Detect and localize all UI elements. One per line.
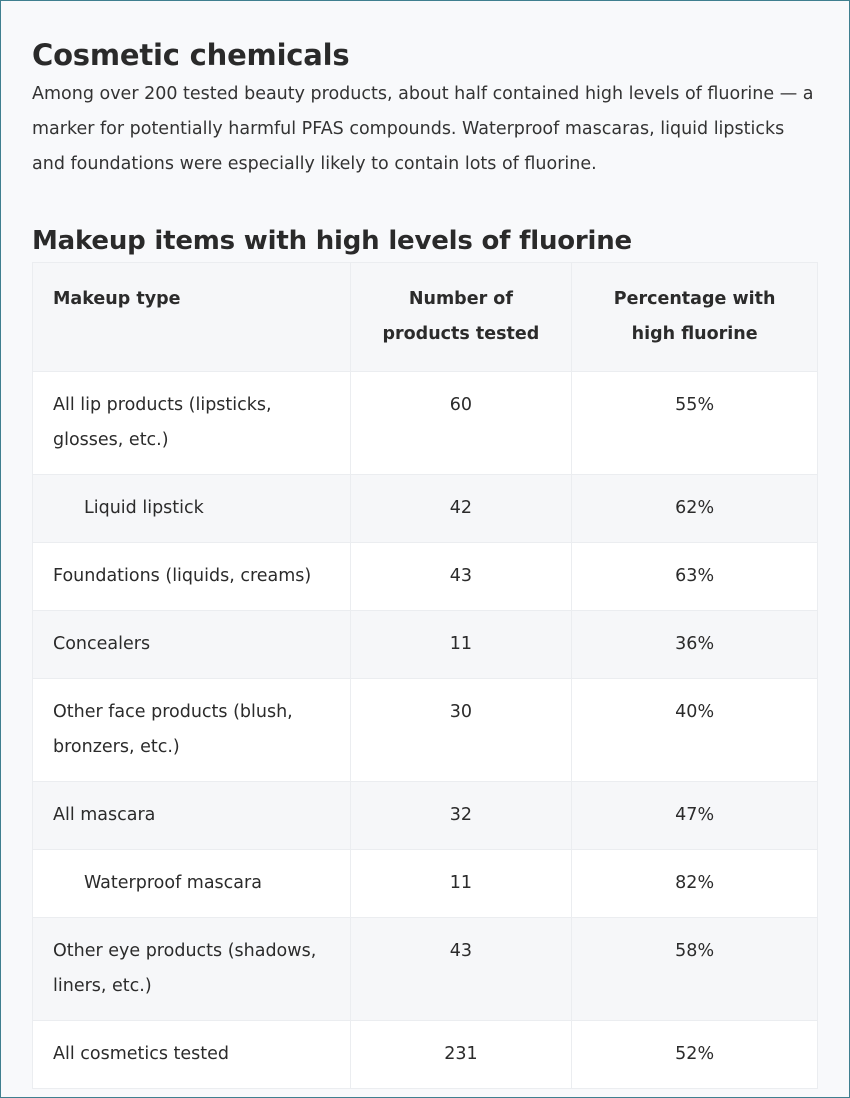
table-row: All cosmetics tested 231 52%: [32, 1020, 818, 1089]
cell-products-tested: 11: [349, 849, 573, 918]
table-row: Other face products (blush, bronzers, et…: [32, 678, 818, 782]
cell-makeup-type: Other eye products (shadows, liners, etc…: [32, 917, 351, 1021]
article-content: Cosmetic chemicals Among over 200 tested…: [32, 37, 818, 1089]
cell-percentage: 58%: [571, 917, 818, 1021]
cell-products-tested: 43: [349, 542, 573, 611]
table-row: Waterproof mascara 11 82%: [32, 849, 818, 918]
cell-products-tested: 43: [349, 917, 573, 1021]
cell-percentage: 62%: [571, 474, 818, 543]
cell-percentage: 55%: [571, 371, 818, 475]
table-row: All lip products (lipsticks, glosses, et…: [32, 371, 818, 475]
cell-percentage: 47%: [571, 781, 818, 850]
column-header-makeup-type: Makeup type: [32, 262, 351, 372]
cell-products-tested: 60: [349, 371, 573, 475]
table-row: Foundations (liquids, creams) 43 63%: [32, 542, 818, 611]
intro-paragraph: Among over 200 tested beauty products, a…: [32, 84, 814, 174]
cell-percentage: 40%: [571, 678, 818, 782]
page-title: Cosmetic chemicals: [32, 38, 350, 72]
table-row: Liquid lipstick 42 62%: [32, 474, 818, 543]
cell-makeup-type: Foundations (liquids, creams): [32, 542, 351, 611]
cell-percentage: 36%: [571, 610, 818, 679]
cell-makeup-type: Other face products (blush, bronzers, et…: [32, 678, 351, 782]
table-header-row: Makeup type Number of products tested Pe…: [32, 262, 818, 372]
column-header-percentage: Percentage with high fluorine: [571, 262, 818, 372]
cell-products-tested: 231: [349, 1020, 573, 1089]
cell-products-tested: 11: [349, 610, 573, 679]
cell-products-tested: 30: [349, 678, 573, 782]
table-title: Makeup items with high levels of fluorin…: [32, 226, 632, 256]
table-row: Concealers 11 36%: [32, 610, 818, 679]
cell-makeup-type: Concealers: [32, 610, 351, 679]
cell-percentage: 82%: [571, 849, 818, 918]
cell-makeup-type: Waterproof mascara: [32, 849, 351, 918]
cell-percentage: 63%: [571, 542, 818, 611]
cell-makeup-type: All mascara: [32, 781, 351, 850]
table-row: All mascara 32 47%: [32, 781, 818, 850]
table-row: Other eye products (shadows, liners, etc…: [32, 917, 818, 1021]
cell-makeup-type: All lip products (lipsticks, glosses, et…: [32, 371, 351, 475]
cell-products-tested: 42: [349, 474, 573, 543]
cell-percentage: 52%: [571, 1020, 818, 1089]
cell-products-tested: 32: [349, 781, 573, 850]
column-header-products-tested: Number of products tested: [349, 262, 573, 372]
table-body: All lip products (lipsticks, glosses, et…: [32, 371, 818, 1089]
cell-makeup-type: Liquid lipstick: [32, 474, 351, 543]
fluorine-table: Makeup type Number of products tested Pe…: [32, 262, 818, 1089]
cell-makeup-type: All cosmetics tested: [32, 1020, 351, 1089]
